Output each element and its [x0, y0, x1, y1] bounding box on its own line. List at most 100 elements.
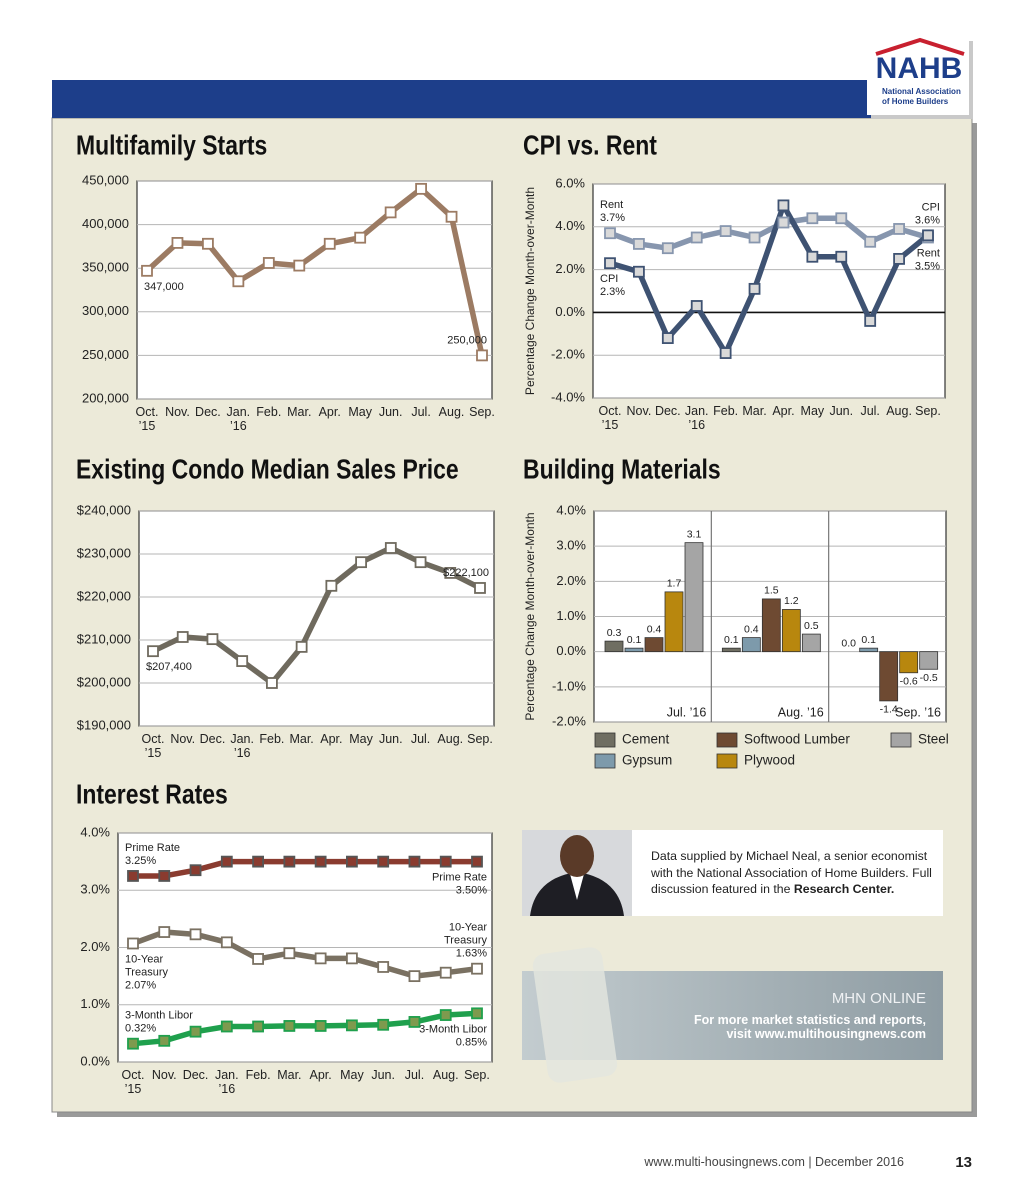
x-tick-label: Mar. [742, 404, 766, 418]
y-tick-label: -4.0% [551, 389, 585, 404]
x-tick-label-line: Aug. [886, 404, 912, 418]
y-tick-label: 6.0% [555, 175, 585, 190]
data-marker [893, 252, 905, 265]
y-tick-label: 4.0% [80, 824, 110, 839]
x-tick-label: Jul. [411, 732, 430, 746]
x-tick-label: Dec. [200, 732, 226, 746]
promo-phone [532, 947, 618, 1083]
data-line [609, 202, 930, 356]
data-marker [346, 952, 358, 965]
x-tick-label: Oct. ’15 [142, 732, 165, 760]
x-tick-label-line: Jan. [215, 1068, 239, 1082]
x-tick-label-line: Mar. [287, 405, 311, 419]
x-tick-label: Jan. ’16 [685, 404, 709, 432]
value-label: 1.5 [764, 585, 779, 597]
x-tick-label-line: Jun. [371, 1068, 395, 1082]
x-tick-label: Sep. [469, 405, 495, 419]
header-bar [52, 80, 970, 118]
x-tick-label: Mar. [277, 1068, 301, 1082]
series-label: 3-Month Libor [419, 1023, 487, 1035]
data-marker [232, 275, 245, 288]
data-marker [414, 556, 427, 569]
value-label: 3.7% [600, 212, 625, 224]
data-marker [690, 231, 703, 244]
y-tick-label: $190,000 [77, 717, 131, 732]
x-tick-label-line: Nov. [627, 404, 652, 418]
series-label: Prime Rate [432, 872, 487, 884]
y-tick-label: $210,000 [77, 631, 131, 646]
bar [761, 598, 781, 653]
value-label: 1.7 [667, 578, 682, 590]
y-tick-label: 250,000 [82, 347, 129, 362]
data-marker [176, 631, 189, 643]
legend-label: Steel [918, 732, 949, 747]
x-tick-label-line: Jun. [379, 732, 403, 746]
x-tick-label: Oct. ’15 [136, 405, 159, 433]
data-marker [314, 1020, 327, 1032]
plot-area [136, 180, 493, 400]
y-tick-label: 350,000 [82, 260, 129, 275]
data-marker [252, 855, 264, 868]
data-marker [661, 332, 674, 344]
data-marker [346, 1019, 358, 1032]
data-marker [147, 645, 159, 658]
data-marker [922, 229, 934, 242]
y-tick-label: $240,000 [77, 502, 131, 517]
series-label-line: CPI [600, 273, 618, 285]
x-tick-label-line: Oct. [136, 405, 159, 419]
chart-title: Building Materials [523, 454, 721, 485]
x-tick-label-line: ’15 [602, 418, 619, 432]
data-marker [806, 212, 819, 225]
x-tick-label-line: ’15 [139, 419, 156, 433]
series-label: 10-Year Treasury [444, 922, 487, 947]
x-tick-label-line: Sep. [464, 1068, 490, 1082]
data-marker [719, 347, 732, 359]
bar [604, 640, 624, 653]
x-tick-label: Aug. ’16 [778, 705, 824, 719]
x-tick-label-line: ’16 [218, 1082, 235, 1096]
x-tick-label-line: Apr. [320, 732, 342, 746]
data-marker [444, 567, 457, 579]
x-tick-label-line: Apr. [772, 404, 794, 418]
data-marker [835, 212, 848, 225]
logo-acronym: NAHB [876, 52, 963, 85]
series-label-line: Treasury [125, 966, 168, 978]
x-tick-label-line: Sep. [467, 732, 493, 746]
value-label: 0.1 [627, 634, 642, 646]
info-text: Data supplied by Michael Neal, a senior … [651, 848, 941, 898]
data-marker [202, 237, 214, 250]
x-tick-label: Apr. [319, 405, 341, 419]
x-tick-label: Aug. [433, 1068, 459, 1082]
data-marker [474, 582, 486, 594]
x-tick-label: Jul. [411, 405, 430, 419]
y-tick-label: $200,000 [77, 674, 131, 689]
x-tick-label: Nov. [170, 732, 195, 746]
data-marker [661, 242, 674, 255]
page-number: 13 [955, 1154, 972, 1171]
data-marker [283, 1020, 296, 1032]
x-tick-label-line: Mar. [742, 404, 766, 418]
data-marker [439, 966, 452, 979]
data-marker [206, 633, 219, 646]
x-tick-label: Nov. [152, 1068, 177, 1082]
x-tick-label-line: Dec. [195, 405, 221, 419]
data-marker [171, 237, 184, 249]
data-marker [293, 259, 306, 272]
data-marker [408, 1016, 421, 1028]
x-tick-label: Sep. ’16 [895, 705, 941, 719]
x-tick-label: Nov. [627, 404, 652, 418]
x-tick-label-line: Feb. [256, 405, 281, 419]
series-label-line: Prime Rate [125, 842, 180, 854]
y-tick-label: 3.0% [556, 538, 586, 553]
legend-label: Softwood Lumber [744, 732, 850, 747]
series-label-line: Treasury [444, 935, 487, 947]
x-tick-label-line: Nov. [152, 1068, 177, 1082]
data-marker [439, 1009, 452, 1021]
x-tick-label-line: Nov. [165, 405, 190, 419]
y-tick-label: 400,000 [82, 216, 129, 231]
value-label: 1.2 [784, 595, 799, 607]
x-tick-label-line: May [340, 1068, 364, 1082]
logo-line: National Association [882, 87, 961, 96]
chart-title: CPI vs. Rent [523, 130, 657, 161]
